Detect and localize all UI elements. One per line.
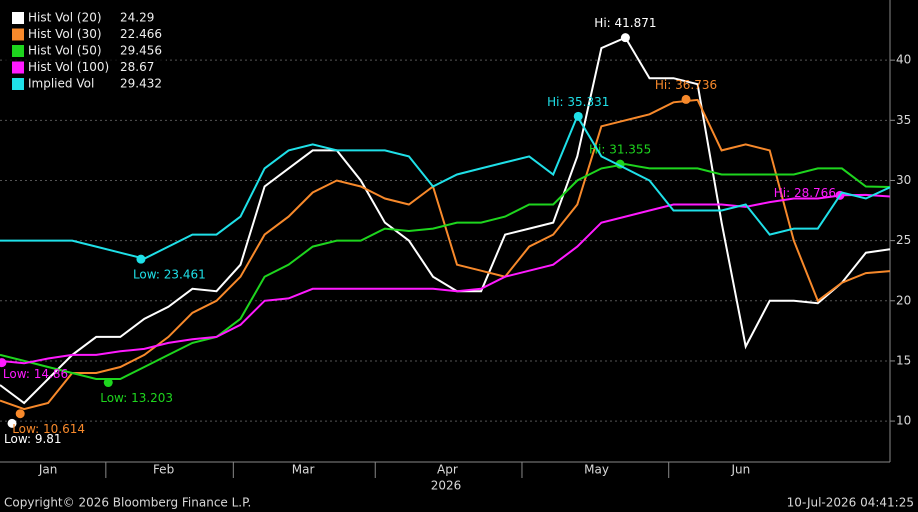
y-tick-label: 40 xyxy=(896,53,911,67)
y-tick-label: 35 xyxy=(896,113,911,127)
extreme-label: Low: 9.81 xyxy=(4,432,62,446)
legend-name: Hist Vol (20) xyxy=(28,11,102,25)
extreme-label: Low: 14.86 xyxy=(3,367,68,381)
extreme-label: Hi: 35.331 xyxy=(547,95,609,109)
extreme-marker xyxy=(103,378,113,388)
extreme-label: Low: 23.461 xyxy=(133,268,206,282)
extreme-marker xyxy=(0,358,7,368)
series-line xyxy=(0,163,891,380)
legend-box xyxy=(4,6,166,94)
x-tick-label: Mar xyxy=(292,463,315,477)
y-tick-label: 30 xyxy=(896,173,911,187)
extreme-marker xyxy=(681,94,691,104)
series-line xyxy=(0,114,891,260)
extreme-marker xyxy=(136,254,146,264)
x-tick-label: May xyxy=(584,463,609,477)
legend: Hist Vol (20) 24.29 Hist Vol (30) 22.466 His… xyxy=(4,6,166,94)
y-tick-label: 10 xyxy=(896,414,911,428)
legend-swatch xyxy=(12,28,24,41)
x-axis-label: 2026 xyxy=(431,479,462,493)
extreme-label: Low: 13.203 xyxy=(100,391,173,405)
extreme-label: Hi: 41.871 xyxy=(594,16,656,30)
x-tick-label: Jun xyxy=(730,463,750,477)
footer-right: 10-Jul-2026 04:41:25 xyxy=(787,496,914,510)
extreme-label: Hi: 28.766 xyxy=(774,186,836,200)
x-tick-label: Apr xyxy=(437,463,458,477)
legend-name: Implied Vol xyxy=(28,77,94,91)
legend-value: 29.456 xyxy=(120,44,162,58)
legend-name: Hist Vol (50) xyxy=(28,44,102,58)
x-tick-label: Jan xyxy=(38,463,58,477)
y-tick-label: 25 xyxy=(896,233,911,247)
legend-name: Hist Vol (30) xyxy=(28,27,102,41)
legend-value: 29.432 xyxy=(120,77,162,91)
extreme-marker xyxy=(573,111,583,121)
extreme-label: Hi: 31.355 xyxy=(589,143,651,157)
extreme-marker xyxy=(620,33,630,43)
legend-swatch xyxy=(12,61,24,74)
legend-value: 28.67 xyxy=(120,60,154,74)
x-tick-label: Feb xyxy=(153,463,174,477)
legend-value: 24.29 xyxy=(120,11,154,25)
legend-value: 22.466 xyxy=(120,27,162,41)
legend-swatch xyxy=(12,12,24,24)
y-tick-label: 20 xyxy=(896,293,911,307)
extreme-label: Low: 10.614 xyxy=(12,422,85,436)
extreme-label: Hi: 36.736 xyxy=(655,78,717,92)
legend-name: Hist Vol (100) xyxy=(28,60,109,74)
series-line xyxy=(0,36,891,405)
legend-swatch xyxy=(12,78,24,90)
extreme-marker xyxy=(7,418,17,428)
extreme-marker xyxy=(15,409,25,419)
footer-left: Copyright© 2026 Bloomberg Finance L.P. xyxy=(4,496,251,510)
y-tick-label: 15 xyxy=(896,353,911,367)
legend-swatch xyxy=(12,45,24,57)
